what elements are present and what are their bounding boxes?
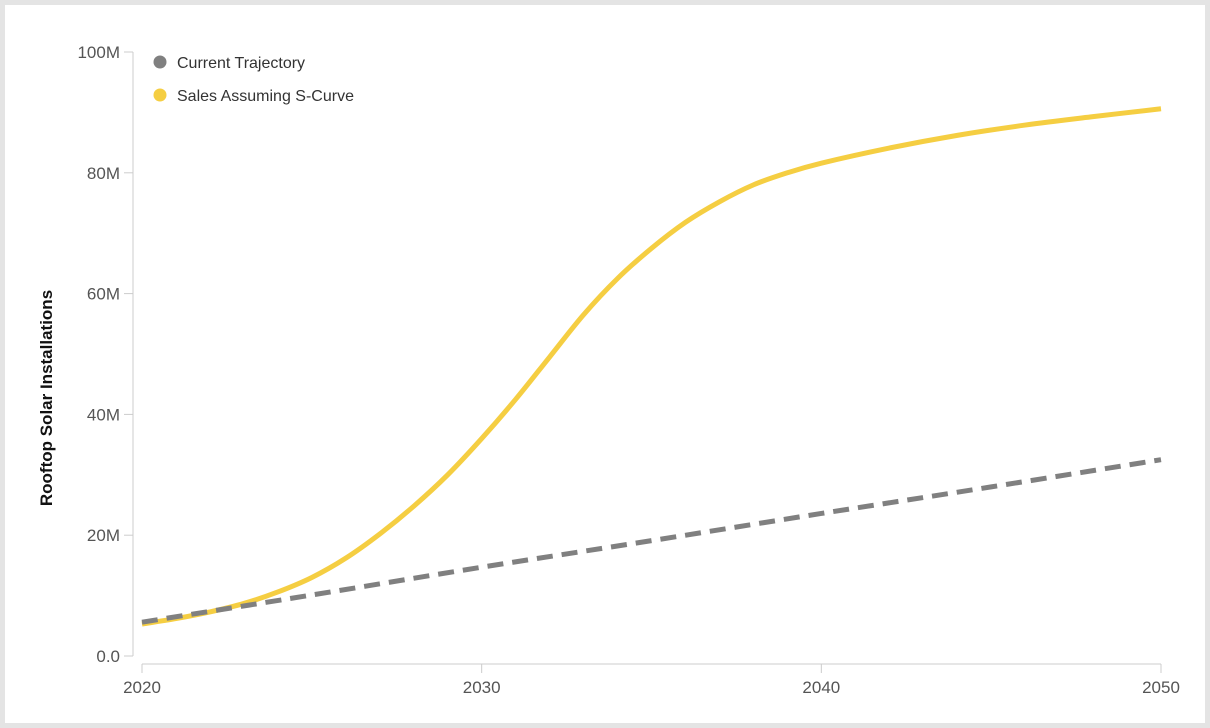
y-tick-label: 80M <box>87 164 120 183</box>
x-tick-label: 2040 <box>802 678 840 697</box>
x-tick-label: 2030 <box>463 678 501 697</box>
series-line-s-curve <box>141 106 1162 627</box>
series-line-current-trajectory <box>141 457 1162 625</box>
y-axis-title: Rooftop Solar Installations <box>37 290 56 506</box>
x-axis: 2020 2030 2040 2050 <box>123 663 1180 697</box>
y-tick-label: 60M <box>87 285 120 304</box>
y-tick-label: 20M <box>87 526 120 545</box>
legend-label: Current Trajectory <box>177 55 305 72</box>
legend: Current Trajectory Sales Assuming S-Curve <box>153 55 354 105</box>
y-axis: 0.0 20M 40M 60M 80M 100M <box>77 43 134 666</box>
legend-swatch <box>153 55 167 69</box>
legend-label: Sales Assuming S-Curve <box>177 88 354 105</box>
x-tick-label: 2020 <box>123 678 161 697</box>
legend-swatch <box>153 88 167 102</box>
series-layer <box>141 106 1162 627</box>
y-tick-label: 100M <box>77 43 120 62</box>
y-tick-label: 0.0 <box>96 647 120 666</box>
y-tick-label: 40M <box>87 405 120 424</box>
x-tick-label: 2050 <box>1142 678 1180 697</box>
